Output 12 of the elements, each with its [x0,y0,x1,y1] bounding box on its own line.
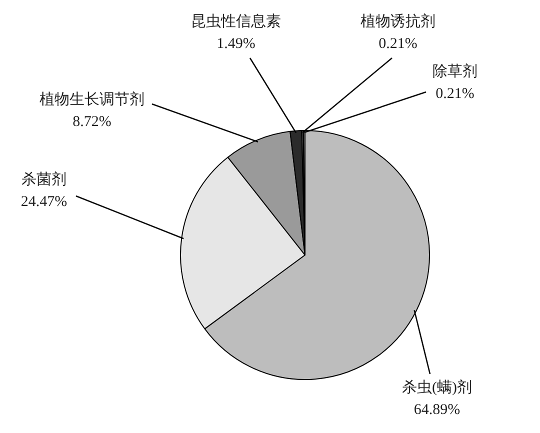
slice-label: 昆虫性信息素 [191,12,281,30]
data-label: 0.21% [436,86,474,102]
data-label: 8.72% [72,114,112,130]
data-label: 0.21% [378,36,418,52]
data-label: 24.47% [20,194,68,210]
slice-label: 除草剂 [432,62,478,80]
slice-label: 植物诱抗剂 [360,12,436,30]
data-label: 1.49% [216,36,256,52]
data-label: 64.89% [414,402,460,418]
slice-label: 杀菌剂 [22,170,66,188]
slice-label: 植物生长调节剂 [40,90,144,108]
slice-label: 杀虫(螨)剂 [402,378,472,396]
